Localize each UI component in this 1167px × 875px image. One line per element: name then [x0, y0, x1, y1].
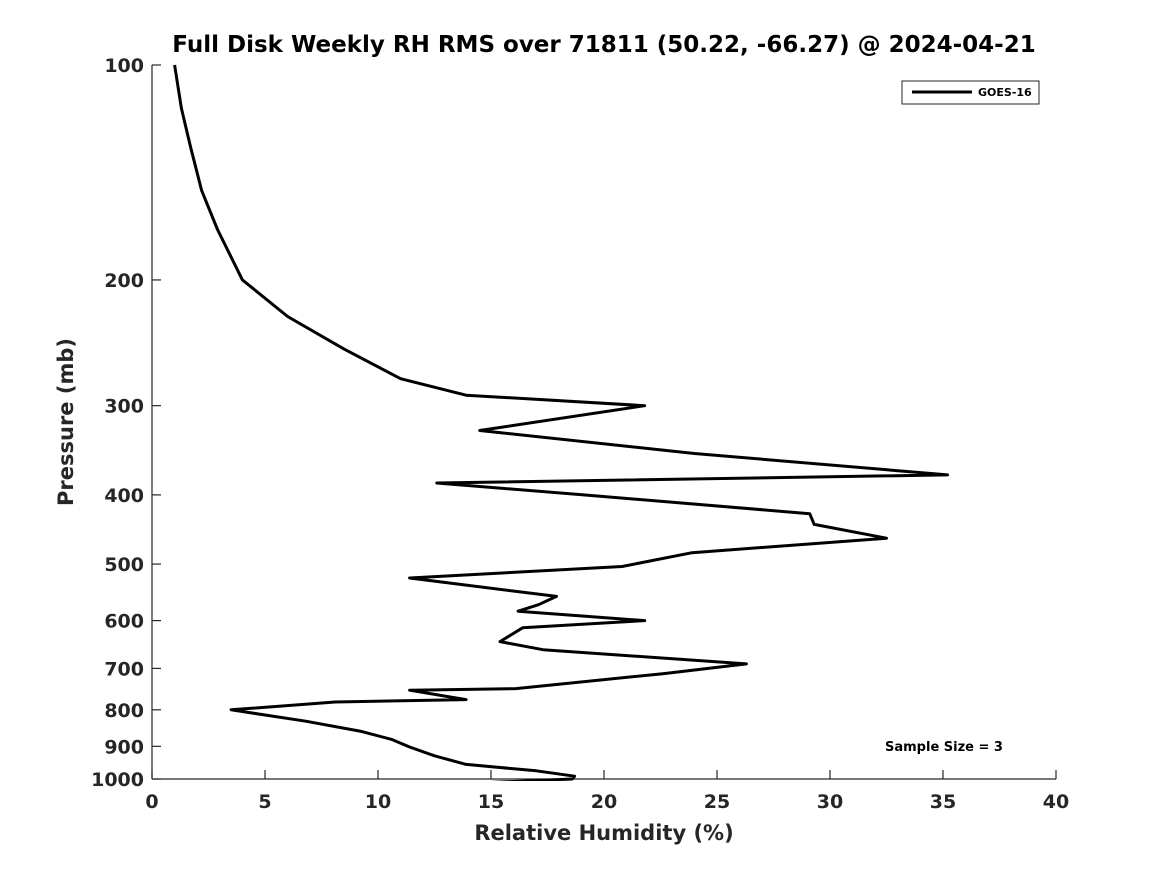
y-tick-label: 700 — [104, 658, 144, 680]
legend: GOES-16 — [901, 80, 1040, 105]
x-tick-label: 0 — [145, 791, 158, 813]
plot-area: 100 200 300 400 500 600 700 800 900 1000 0 5 10 15 20… — [91, 55, 1069, 813]
x-tick-label: 30 — [817, 791, 843, 813]
y-ticks: 100 200 300 400 500 600 700 800 900 1000 — [91, 55, 161, 791]
y-tick-label: 900 — [104, 736, 144, 758]
x-tick-label: 35 — [930, 791, 956, 813]
y-tick-label: 500 — [104, 554, 144, 576]
x-tick-label: 5 — [258, 791, 271, 813]
y-tick-label: 200 — [104, 270, 144, 292]
y-tick-label: 400 — [104, 485, 144, 507]
x-tick-label: 10 — [365, 791, 391, 813]
x-axis-label: Relative Humidity (%) — [474, 821, 733, 845]
series-line-goes-16 — [173, 64, 949, 781]
series-lines — [173, 64, 949, 781]
y-tick-label: 800 — [104, 700, 144, 722]
y-tick-label: 100 — [104, 55, 144, 77]
chart-title: Full Disk Weekly RH RMS over 71811 (50.2… — [172, 32, 1035, 58]
x-tick-label: 15 — [478, 791, 504, 813]
y-tick-label: 1000 — [91, 769, 144, 791]
legend-label-goes-16: GOES-16 — [978, 86, 1032, 99]
x-ticks: 0 5 10 15 20 25 30 35 40 — [145, 770, 1069, 813]
sample-size-annotation: Sample Size = 3 — [885, 740, 1003, 755]
x-tick-label: 20 — [591, 791, 617, 813]
x-tick-label: 40 — [1043, 791, 1069, 813]
y-tick-label: 600 — [104, 611, 144, 633]
x-tick-label: 25 — [704, 791, 730, 813]
y-tick-label: 300 — [104, 396, 144, 418]
y-axis-label: Pressure (mb) — [54, 338, 78, 506]
